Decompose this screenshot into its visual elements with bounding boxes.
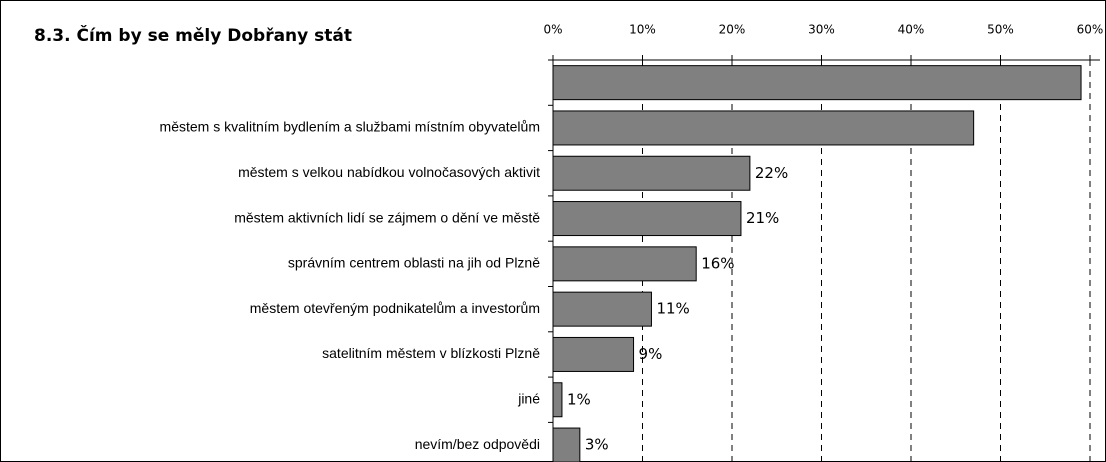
chart-title: 8.3. Čím by se měly Dobřany stát — [34, 24, 352, 46]
bar — [552, 427, 581, 462]
bar — [552, 155, 751, 191]
category-label: městem s kvalitním bydlením a službami m… — [160, 119, 540, 135]
x-tick-label: 60% — [1077, 23, 1104, 37]
bar — [552, 65, 1082, 101]
category-label: městem aktivních lidí se zájmem o dění v… — [234, 209, 540, 225]
category-label: městem s velkou nabídkou volnočasových a… — [238, 164, 540, 180]
value-label: 11% — [656, 300, 689, 318]
bar — [552, 201, 742, 237]
bar — [552, 110, 975, 146]
category-label: správním centrem oblasti na jih od Plzně — [288, 255, 540, 271]
value-label: 1% — [567, 390, 591, 408]
x-tick-label: 40% — [898, 23, 925, 37]
value-label: 22% — [755, 164, 788, 182]
x-tick-label: 20% — [719, 23, 746, 37]
value-label: 16% — [701, 254, 734, 272]
bar — [552, 291, 652, 327]
category-label: jiné — [517, 390, 540, 406]
value-label: 21% — [746, 209, 779, 227]
category-label: satelitním městem v blízkosti Plzně — [322, 345, 540, 361]
value-label: 3% — [585, 436, 609, 454]
bar — [552, 336, 635, 372]
bar — [552, 246, 697, 282]
category-label: nevím/bez odpovědi — [415, 436, 540, 452]
x-tick-label: 0% — [543, 23, 562, 37]
x-tick-label: 10% — [629, 23, 656, 37]
bar — [552, 382, 563, 418]
x-tick-label: 30% — [808, 23, 835, 37]
x-tick-label: 50% — [987, 23, 1014, 37]
value-label: 9% — [639, 345, 663, 363]
category-label: městem otevřeným podnikatelům a investor… — [250, 300, 540, 316]
